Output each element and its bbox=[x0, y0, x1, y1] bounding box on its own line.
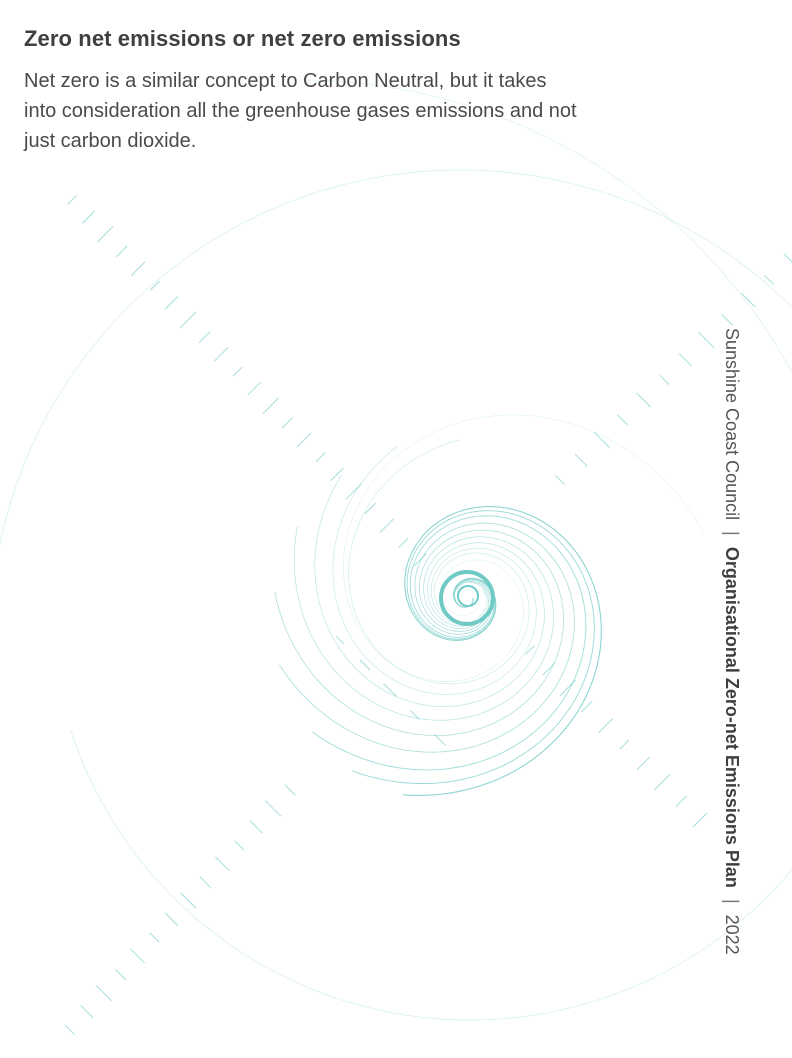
dash-mark bbox=[379, 518, 395, 534]
dash-mark bbox=[364, 502, 377, 515]
dash-mark bbox=[524, 644, 536, 656]
dash-mark bbox=[180, 892, 197, 909]
dash-mark bbox=[95, 984, 112, 1002]
dash-mark bbox=[554, 474, 566, 486]
dash-mark bbox=[740, 292, 756, 308]
dash-mark bbox=[335, 635, 345, 645]
dash-mark bbox=[149, 280, 160, 291]
dash-mark bbox=[198, 331, 211, 343]
dash-mark bbox=[659, 374, 670, 386]
footer-organisation: Sunshine Coast Council bbox=[722, 328, 742, 521]
dash-mark bbox=[764, 274, 775, 286]
dash-mark bbox=[636, 756, 650, 770]
spiral-arc bbox=[343, 414, 705, 682]
spiral-arcs bbox=[0, 79, 792, 1021]
footer-separator-2: | bbox=[722, 898, 742, 904]
dash-mark bbox=[64, 1024, 76, 1036]
footer-separator-1: | bbox=[722, 531, 742, 536]
dash-mark bbox=[574, 453, 588, 467]
section-heading: Zero net emissions or net zero emissions bbox=[24, 26, 461, 51]
dash-mark bbox=[213, 346, 229, 362]
spiral-arc bbox=[312, 515, 587, 771]
dash-mark bbox=[232, 366, 243, 377]
dash-mark bbox=[692, 812, 708, 828]
dash-mark bbox=[678, 353, 693, 367]
spiral-arc bbox=[278, 522, 575, 753]
footer-document-title: Organisational Zero-net Emissions Plan bbox=[722, 546, 742, 888]
dash-mark bbox=[398, 537, 409, 548]
dash-mark bbox=[114, 968, 127, 981]
dash-mark bbox=[383, 683, 397, 697]
dash-mark bbox=[345, 483, 362, 500]
dash-mark bbox=[542, 662, 556, 676]
dash-mark bbox=[783, 253, 792, 263]
spiral-center-inner bbox=[457, 585, 479, 607]
dash-mark bbox=[214, 856, 230, 872]
dash-mark bbox=[721, 314, 734, 326]
spiral-arc bbox=[348, 439, 530, 684]
dash-mark bbox=[164, 296, 179, 310]
dash-mark bbox=[80, 1004, 94, 1019]
dash-mark bbox=[130, 948, 146, 964]
dash-mark bbox=[619, 739, 630, 750]
dash-mark bbox=[296, 432, 312, 448]
dash-mark bbox=[97, 226, 114, 243]
dash-mark bbox=[66, 194, 78, 206]
dash-mark bbox=[410, 710, 420, 720]
dash-mark bbox=[179, 311, 197, 329]
dash-mark bbox=[698, 331, 715, 349]
spiral-arc bbox=[293, 525, 554, 721]
dash-mark bbox=[281, 417, 294, 429]
dash-marks bbox=[64, 194, 792, 1036]
dash-mark bbox=[199, 876, 212, 889]
dash-mark bbox=[81, 210, 96, 224]
section-body-text: Net zero is a similar concept to Carbon … bbox=[24, 70, 577, 152]
dash-mark bbox=[249, 820, 263, 834]
dash-mark bbox=[675, 795, 687, 807]
spiral-arc bbox=[352, 510, 595, 784]
footer-year: 2022 bbox=[722, 914, 742, 955]
dash-mark bbox=[247, 381, 261, 396]
dash-mark bbox=[616, 414, 629, 426]
outer-arc bbox=[70, 729, 792, 1021]
dash-mark bbox=[433, 733, 447, 747]
dash-mark bbox=[164, 912, 179, 926]
dash-mark bbox=[593, 431, 610, 449]
dash-mark bbox=[115, 245, 128, 258]
dash-mark bbox=[330, 467, 344, 481]
vertical-footer: Sunshine Coast Council | Organisational … bbox=[720, 328, 744, 1038]
spiral-arc bbox=[332, 445, 537, 695]
dash-mark bbox=[359, 659, 371, 671]
dash-mark bbox=[654, 774, 671, 791]
dash-mark bbox=[580, 700, 593, 713]
outer-arc bbox=[0, 169, 792, 546]
spiral-arc bbox=[314, 475, 545, 707]
dash-mark bbox=[636, 392, 651, 408]
spiral-arc bbox=[274, 529, 565, 736]
dash-mark bbox=[130, 261, 146, 276]
dash-mark bbox=[413, 553, 427, 567]
dash-mark bbox=[559, 679, 576, 696]
dash-mark bbox=[149, 932, 160, 943]
dash-mark bbox=[315, 452, 326, 463]
outer-arc bbox=[300, 79, 792, 374]
spiral-center-ring bbox=[439, 570, 495, 626]
dash-mark bbox=[284, 784, 296, 796]
dash-mark bbox=[234, 840, 245, 851]
dash-mark bbox=[262, 397, 279, 414]
dash-mark bbox=[598, 718, 613, 733]
dash-mark bbox=[264, 800, 282, 817]
